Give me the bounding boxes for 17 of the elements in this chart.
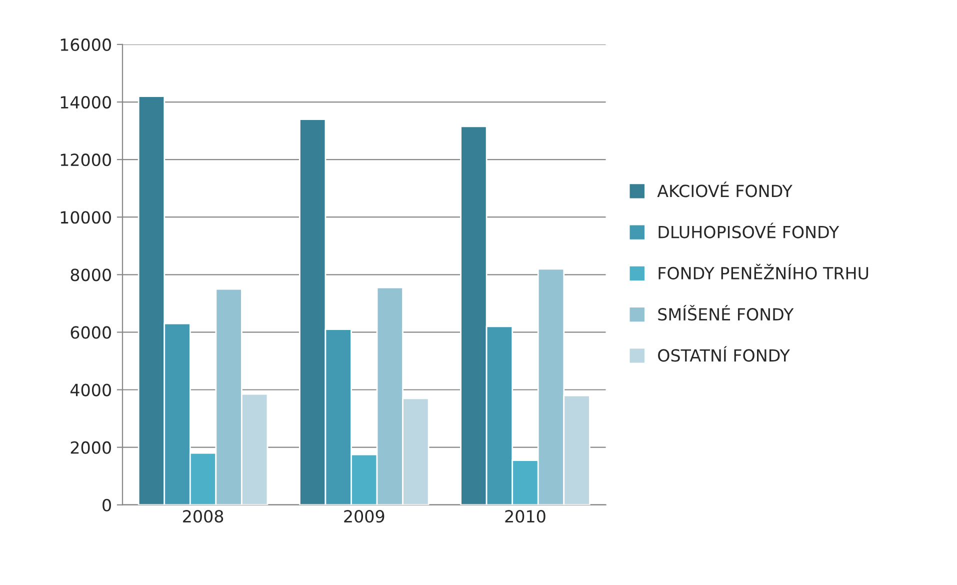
legend-label: OSTATNÍ FONDY	[658, 346, 790, 362]
x-tick-label: 2009	[344, 510, 384, 523]
legend-label: AKCIOVÉ FONDY	[657, 182, 792, 198]
y-tick-label: 8000	[70, 268, 111, 282]
legend-label: FONDY PENĚŽNÍHO TRHU	[658, 264, 868, 280]
x-tick-label: 2008	[183, 510, 224, 523]
y-tick-label: 0	[102, 498, 111, 512]
legend-label: SMÍŠENÉ FONDY	[658, 304, 794, 321]
x-tick-label: 2010	[505, 510, 546, 523]
legend-label: DLUHOPISOVÉ FONDY	[658, 222, 840, 238]
y-tick-label: 2000	[70, 441, 111, 454]
y-tick-label: 12000	[60, 154, 111, 166]
y-tick-label: 10000	[60, 211, 111, 224]
y-tick-label: 6000	[70, 326, 111, 339]
y-tick-label: 14000	[60, 96, 111, 109]
y-tick-label: 4000	[70, 384, 111, 396]
y-tick-label: 16000	[60, 38, 111, 52]
